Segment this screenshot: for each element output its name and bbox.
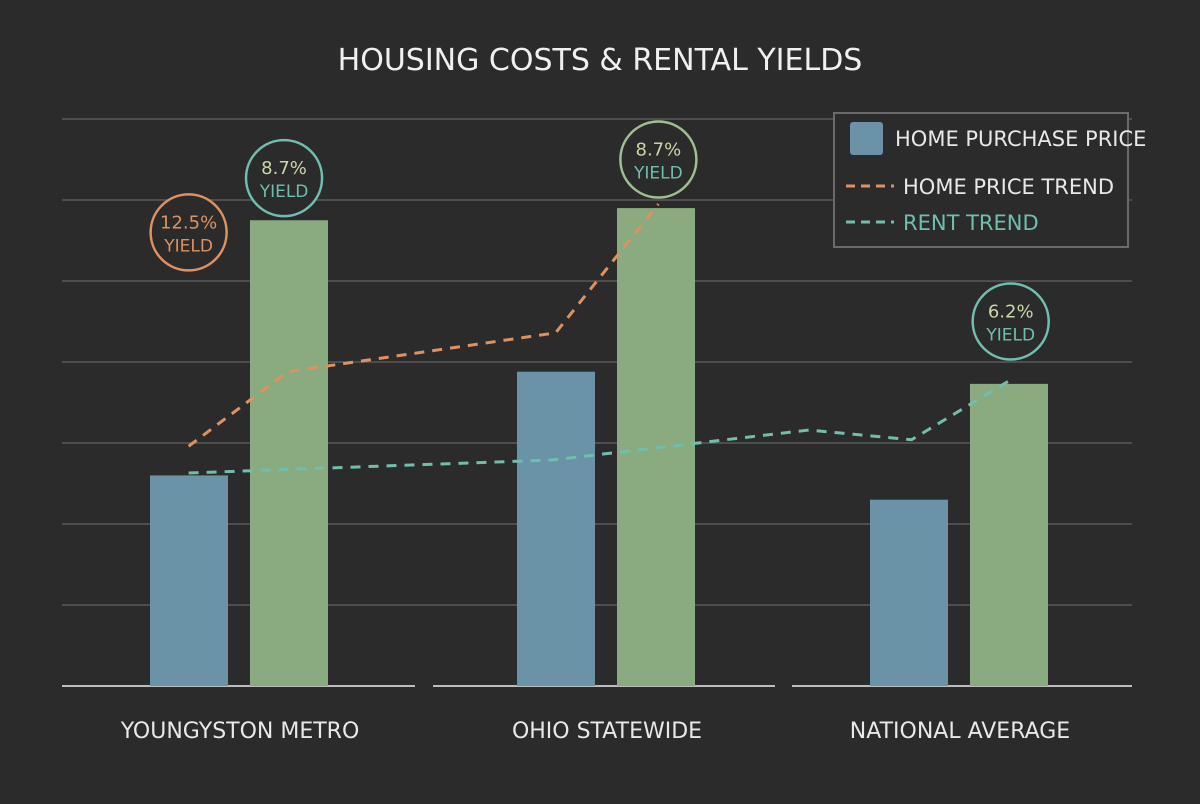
- yield-label: YIELD: [163, 236, 213, 256]
- x-tick-label: YOUNGYSTON METRO: [120, 719, 360, 744]
- yield-badge: 6.2% YIELD: [971, 282, 1050, 361]
- yield-circle: [619, 120, 698, 199]
- bar-secondary: [970, 383, 1048, 686]
- yield-label: YIELD: [259, 182, 309, 202]
- legend-swatch: [850, 122, 883, 155]
- rent-trend-line: [188, 378, 1012, 475]
- x-tick-label: OHIO STATEWIDE: [512, 719, 702, 744]
- bar-home-purchase-price: [870, 499, 948, 686]
- yield-circle: [244, 138, 324, 218]
- legend-label: HOME PURCHASE PRICE: [895, 127, 1146, 151]
- yield-badge: 8.7% YIELD: [244, 138, 324, 218]
- yield-value: 6.2%: [988, 302, 1034, 323]
- yield-value: 12.5%: [160, 212, 217, 233]
- x-axis-labels: YOUNGYSTON METRO OHIO STATEWIDE NATIONAL A…: [120, 719, 1071, 744]
- chart-title: HOUSING COSTS & RENTAL YIELDS: [338, 43, 863, 78]
- yield-label: YIELD: [985, 326, 1035, 346]
- yield-label: YIELD: [633, 164, 683, 184]
- trend-lines: [187, 203, 1012, 475]
- yield-value: 8.7%: [636, 140, 682, 161]
- gridlines: [62, 118, 1132, 687]
- x-tick-label: NATIONAL AVERAGE: [850, 719, 1070, 744]
- home-price-trend-line: [187, 203, 660, 448]
- yield-badge: 12.5% YIELD: [149, 193, 228, 272]
- bars: [150, 208, 1048, 686]
- legend-label: HOME PRICE TREND: [903, 175, 1114, 199]
- yield-badge: 8.7% YIELD: [619, 120, 698, 199]
- yield-value: 8.7%: [261, 158, 307, 179]
- legend: HOME PURCHASE PRICE HOME PRICE TREND RENT …: [833, 112, 1146, 248]
- bar-home-purchase-price: [150, 475, 228, 686]
- bar-home-purchase-price: [517, 371, 595, 686]
- yield-circle: [149, 193, 228, 272]
- legend-label: RENT TREND: [903, 211, 1039, 235]
- bar-secondary: [250, 220, 328, 686]
- yield-annotations: 12.5% YIELD 8.7% YIELD 8.7% YIELD 6.2% YIELD: [149, 120, 1050, 361]
- yield-circle: [971, 282, 1050, 361]
